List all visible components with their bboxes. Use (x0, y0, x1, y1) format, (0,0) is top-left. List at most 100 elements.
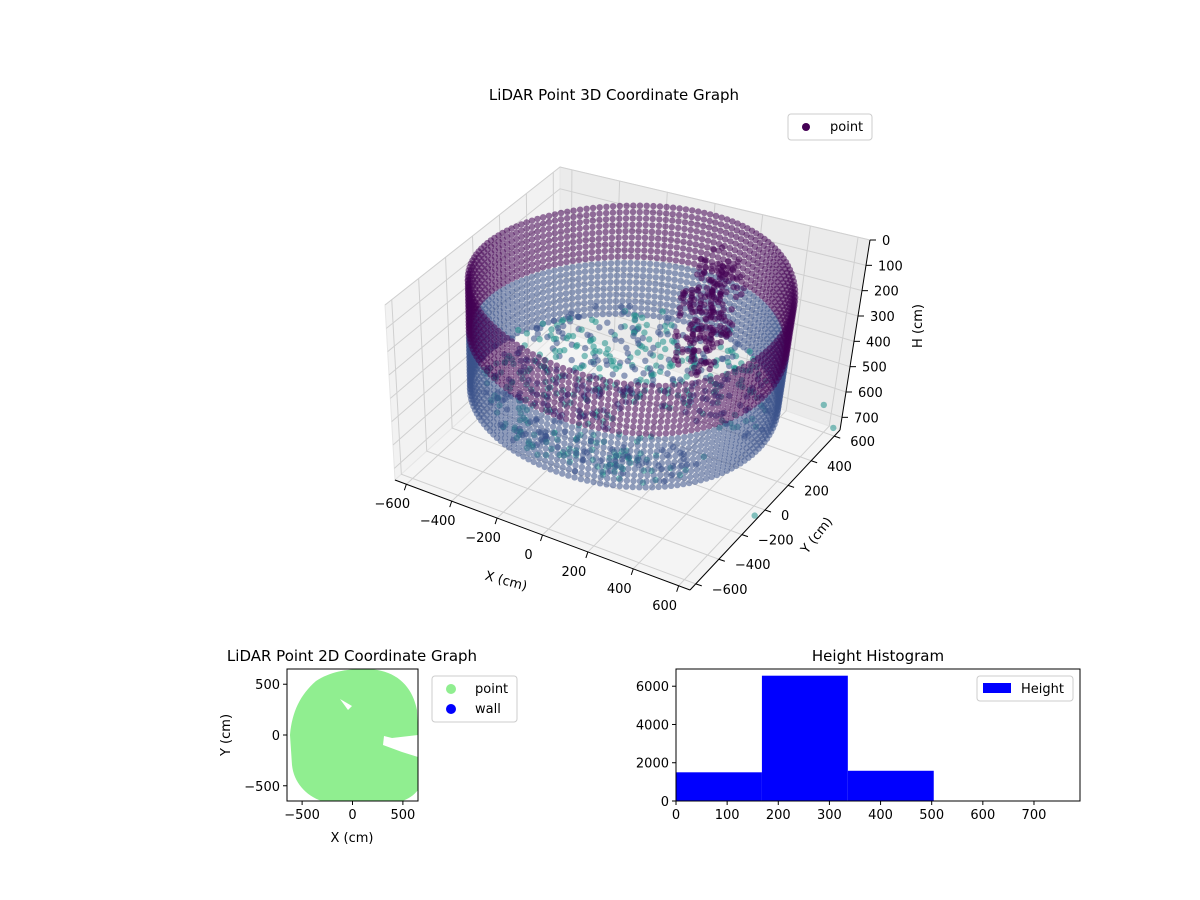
data-point (661, 229, 669, 236)
data-point (518, 258, 525, 266)
data-point (613, 385, 620, 392)
data-point (621, 247, 628, 254)
data-point (639, 273, 647, 280)
data-point (522, 391, 529, 398)
data-point (582, 230, 590, 238)
data-point (545, 319, 552, 326)
data-point (540, 375, 547, 382)
x-tick-mark (630, 568, 634, 576)
data-point (513, 360, 520, 367)
data-point (734, 258, 741, 265)
data-point (724, 376, 731, 384)
data-point (663, 301, 670, 308)
data-point (672, 263, 679, 270)
data-point (680, 232, 688, 239)
data-point (687, 473, 694, 481)
data-point (613, 278, 620, 286)
grid-y (418, 278, 720, 560)
data-point (607, 279, 614, 286)
plot-2d-legend-marker-wall (446, 704, 456, 714)
data-point (585, 459, 592, 466)
data-point (642, 221, 649, 229)
data-point (593, 292, 601, 299)
data-point (559, 458, 567, 465)
data-point (732, 240, 739, 247)
data-point (681, 225, 688, 233)
data-point (657, 465, 665, 473)
data-point (721, 451, 729, 458)
data-point (670, 417, 678, 424)
data-point (528, 292, 536, 299)
data-point (536, 336, 543, 343)
data-point (669, 470, 676, 478)
data-point (713, 443, 720, 450)
data-point (545, 390, 552, 397)
data-point (667, 243, 674, 250)
x-tick-label: −400 (420, 514, 456, 529)
data-point (545, 396, 552, 403)
data-point (579, 371, 586, 378)
data-point (626, 278, 633, 286)
plot-3d-points (464, 202, 837, 519)
data-point (620, 266, 627, 273)
data-point (596, 223, 603, 230)
data-point (698, 242, 705, 249)
data-point (582, 344, 589, 352)
data-point (633, 272, 640, 280)
data-point (636, 208, 643, 216)
data-point (555, 328, 562, 335)
data-point (727, 414, 735, 422)
data-point (608, 241, 615, 248)
data-point (508, 350, 515, 358)
data-point (656, 203, 664, 210)
data-point (607, 445, 614, 452)
data-point (654, 388, 662, 396)
data-point (731, 390, 739, 397)
data-point (546, 384, 553, 391)
data-point (590, 405, 597, 412)
data-point (520, 453, 527, 460)
data-point (544, 408, 551, 416)
data-point (615, 428, 623, 435)
data-point (545, 294, 552, 301)
data-point (723, 223, 730, 230)
data-point (639, 400, 647, 407)
data-point (512, 378, 519, 386)
data-point (569, 257, 576, 265)
data-point (518, 283, 525, 291)
data-point (669, 302, 676, 309)
data-point (678, 271, 685, 278)
data-point (606, 353, 613, 360)
data-point (604, 319, 611, 326)
data-point (708, 268, 716, 275)
data-point (587, 435, 595, 442)
data-point (602, 222, 609, 229)
data-point (638, 298, 645, 305)
data-point (551, 255, 558, 262)
data-point (545, 212, 553, 219)
data-point (507, 394, 514, 401)
data-point (603, 414, 610, 421)
data-point (551, 399, 558, 406)
data-point (635, 340, 642, 347)
data-point (539, 251, 547, 259)
data-point (581, 293, 588, 300)
data-point (521, 409, 529, 417)
data-point (540, 381, 547, 388)
data-point (649, 478, 657, 485)
data-point (640, 253, 648, 261)
data-point (729, 402, 737, 409)
data-point (628, 234, 635, 241)
data-point (695, 208, 702, 215)
plot-2d-point-cloud (290, 669, 418, 801)
data-point (557, 209, 565, 217)
data-point (620, 380, 628, 387)
data-point (653, 261, 660, 268)
data-point (576, 231, 583, 238)
data-point (533, 384, 541, 392)
data-point (587, 358, 595, 366)
data-point (687, 226, 694, 234)
data-point (553, 462, 560, 469)
data-point (564, 214, 571, 222)
data-point (643, 478, 650, 485)
